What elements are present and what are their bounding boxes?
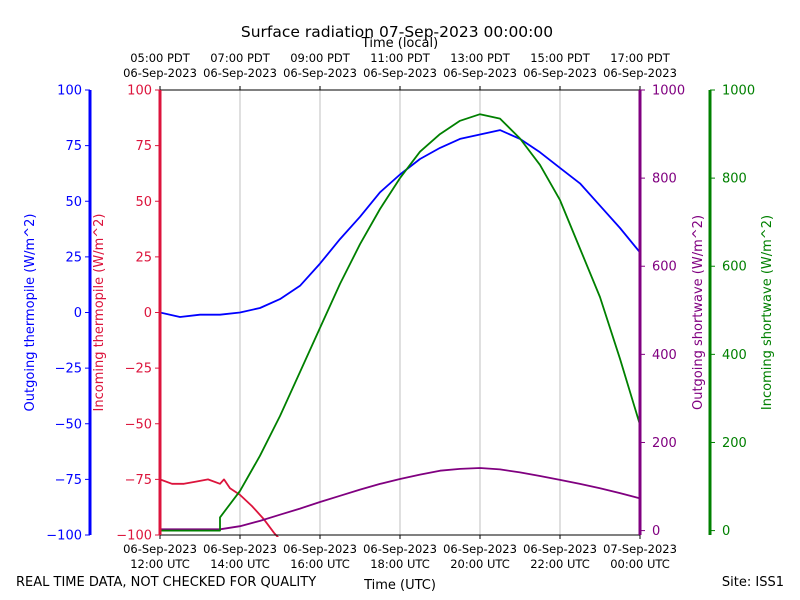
series-line-out_thermo (160, 129, 640, 318)
series-line-out_sw (160, 467, 640, 531)
y-tick-label-out_thermo: 75 (65, 139, 82, 154)
chart-title: Surface radiation 07-Sep-2023 00:00:00 (241, 23, 553, 41)
top-x-tick-date: 06-Sep-2023 (283, 66, 357, 80)
bottom-x-tick-date: 06-Sep-2023 (363, 542, 437, 556)
top-x-tick-time: 13:00 PDT (450, 51, 511, 65)
top-x-tick-date: 06-Sep-2023 (203, 66, 277, 80)
y-tick-label-out_sw: 200 (652, 436, 677, 451)
grid-layer (239, 90, 561, 535)
y-tick-label-in_sw: 800 (722, 172, 747, 187)
y-tick-label-in_thermo: 0 (144, 306, 152, 321)
y-tick-label-out_thermo: −25 (55, 362, 82, 377)
y-axis-label-in_thermo: Incoming thermopile (W/m^2) (92, 214, 107, 412)
top-x-tick-time: 05:00 PDT (130, 51, 191, 65)
y-tick-label-out_thermo: 25 (65, 250, 82, 265)
top-x-tick-time: 15:00 PDT (530, 51, 591, 65)
bottom-x-tick-time: 00:00 UTC (610, 557, 670, 571)
top-x-tick-time: 17:00 PDT (610, 51, 671, 65)
y-tick-label-out_sw: 400 (652, 348, 677, 363)
y-tick-label-in_thermo: 75 (135, 139, 152, 154)
bottom-x-tick-time: 22:00 UTC (530, 557, 590, 571)
top-x-tick-date: 06-Sep-2023 (363, 66, 437, 80)
y-axis-label-out_thermo: Outgoing thermopile (W/m^2) (23, 214, 38, 412)
y-tick-label-out_sw: 0 (652, 524, 660, 539)
y-tick-label-out_thermo: 0 (74, 306, 82, 321)
top-x-tick-date: 06-Sep-2023 (523, 66, 597, 80)
series-line-in_sw (160, 113, 640, 532)
bottom-x-tick-date: 06-Sep-2023 (283, 542, 357, 556)
top-x-axis-label: Time (local) (361, 36, 438, 51)
bottom-x-tick-time: 12:00 UTC (130, 557, 190, 571)
footer-site-label: Site: ISS1 (721, 575, 784, 590)
y-tick-label-in_thermo: −25 (125, 362, 152, 377)
bottom-x-tick-date: 06-Sep-2023 (523, 542, 597, 556)
series-layer (160, 113, 640, 537)
bottom-x-tick-time: 18:00 UTC (370, 557, 430, 571)
y-tick-label-out_thermo: 50 (65, 195, 82, 210)
bottom-x-tick-time: 20:00 UTC (450, 557, 510, 571)
y-tick-label-in_thermo: −75 (125, 473, 152, 488)
y-tick-label-out_sw: 800 (652, 172, 677, 187)
y-tick-label-in_thermo: 25 (135, 250, 152, 265)
y-axis-label-in_sw: Incoming shortwave (W/m^2) (760, 215, 775, 410)
y-tick-label-out_thermo: −50 (55, 417, 82, 432)
y-tick-label-out_thermo: −100 (46, 529, 82, 544)
y-tick-label-in_thermo: 100 (127, 84, 152, 99)
bottom-x-tick-date: 06-Sep-2023 (123, 542, 197, 556)
y-tick-label-out_thermo: 100 (57, 84, 82, 99)
bottom-x-tick-time: 14:00 UTC (210, 557, 270, 571)
bottom-x-axis-label: Time (UTC) (363, 578, 436, 593)
bottom-x-tick-date: 06-Sep-2023 (443, 542, 517, 556)
top-x-tick-time: 09:00 PDT (290, 51, 351, 65)
y-axis-label-out_sw: Outgoing shortwave (W/m^2) (691, 215, 706, 410)
y-tick-label-in_thermo: −50 (125, 417, 152, 432)
footer-quality-note: REAL TIME DATA, NOT CHECKED FOR QUALITY (16, 575, 317, 590)
top-x-tick-date: 06-Sep-2023 (123, 66, 197, 80)
bottom-x-tick-time: 16:00 UTC (290, 557, 350, 571)
y-tick-label-in_sw: 1000 (722, 84, 755, 99)
bottom-x-tick-date: 06-Sep-2023 (203, 542, 277, 556)
bottom-x-tick-date: 07-Sep-2023 (603, 542, 677, 556)
y-tick-label-in_thermo: −100 (116, 529, 152, 544)
top-x-tick-time: 07:00 PDT (210, 51, 271, 65)
top-x-tick-time: 11:00 PDT (370, 51, 431, 65)
y-tick-label-out_thermo: −75 (55, 473, 82, 488)
y-tick-label-out_sw: 600 (652, 260, 677, 275)
y-tick-label-out_sw: 1000 (652, 84, 685, 99)
top-x-tick-date: 06-Sep-2023 (603, 66, 677, 80)
y-tick-label-in_sw: 400 (722, 348, 747, 363)
top-x-tick-date: 06-Sep-2023 (443, 66, 517, 80)
y-tick-label-in_thermo: 50 (135, 195, 152, 210)
y-tick-label-in_sw: 600 (722, 260, 747, 275)
y-tick-label-in_sw: 200 (722, 436, 747, 451)
y-tick-label-in_sw: 0 (722, 524, 730, 539)
